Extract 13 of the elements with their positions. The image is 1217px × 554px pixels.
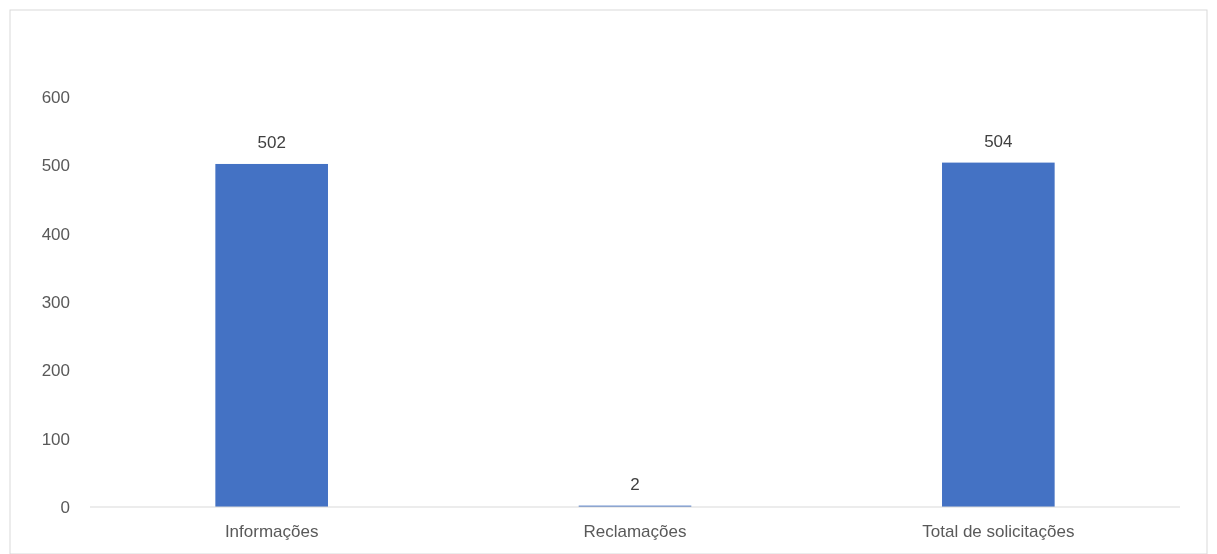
- y-tick-label: 200: [41, 361, 70, 381]
- data-label: 504: [984, 131, 1013, 151]
- y-tick-label: 300: [41, 292, 70, 312]
- y-tick-label: 100: [41, 429, 70, 449]
- x-tick-label: Total de solicitações: [922, 522, 1075, 541]
- y-tick-label: 0: [60, 497, 70, 517]
- y-tick-label: 400: [41, 224, 70, 244]
- data-label: 2: [630, 474, 640, 494]
- data-label: 502: [257, 132, 286, 152]
- y-tick-label: 500: [41, 156, 70, 176]
- x-tick-label: Reclamações: [583, 522, 687, 541]
- y-tick-label: 600: [41, 87, 70, 107]
- x-tick-label: Informações: [224, 522, 319, 541]
